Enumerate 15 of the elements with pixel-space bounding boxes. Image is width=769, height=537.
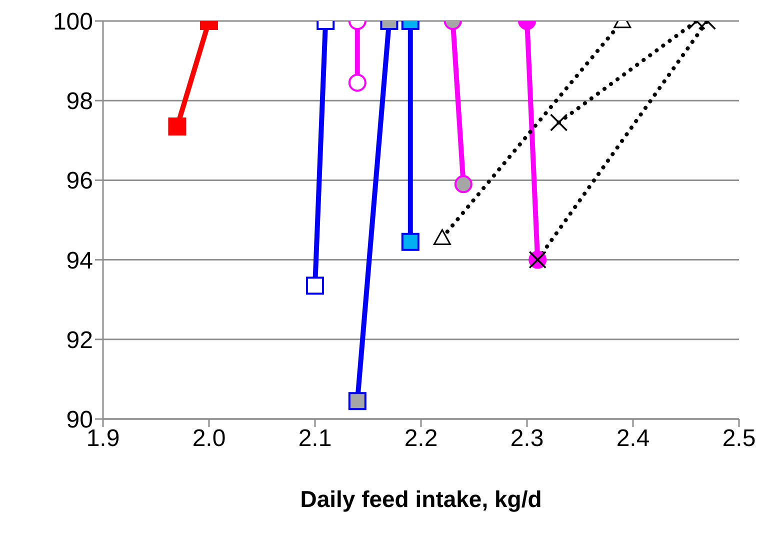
point	[401, 232, 420, 251]
y-tick-label: 94	[66, 247, 93, 274]
x-tick-label: 2.0	[192, 425, 226, 452]
point	[454, 175, 472, 194]
y-tick-label: 92	[66, 326, 93, 354]
x-tick-label: 2.1	[298, 425, 332, 452]
point	[306, 276, 324, 295]
x-tick-label: 2.4	[616, 425, 650, 452]
x-tick-label: 2.5	[722, 425, 756, 452]
x-tick-label: 2.2	[404, 425, 438, 452]
x-axis-title: Daily feed intake, kg/d	[300, 486, 542, 512]
y-tick-label: 96	[66, 168, 93, 195]
x-tick-label: 2.3	[510, 425, 544, 452]
y-tick-label: 100	[52, 8, 93, 36]
y-tick-label: 98	[66, 88, 93, 116]
